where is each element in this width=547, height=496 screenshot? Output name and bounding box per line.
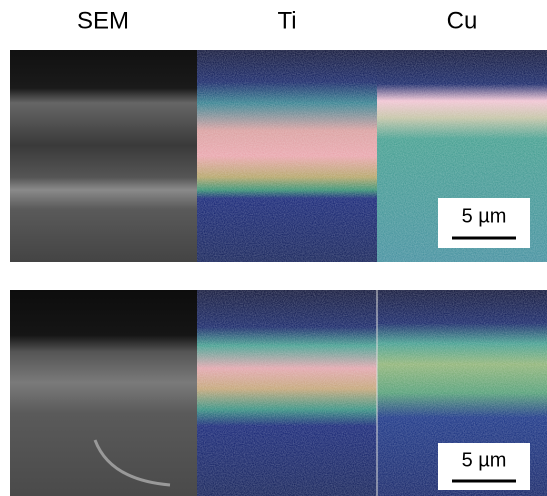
column-header: Ti bbox=[277, 7, 296, 34]
scale-bar-box bbox=[438, 198, 530, 248]
column-header: Cu bbox=[447, 7, 478, 34]
sem-image bbox=[10, 290, 197, 496]
sem-image bbox=[10, 50, 197, 262]
scale-bar-label: 5 µm bbox=[462, 449, 507, 471]
sem-feature bbox=[93, 439, 171, 487]
scale-bar-label: 5 µm bbox=[462, 205, 507, 227]
panel-row: 5 µm bbox=[10, 50, 547, 262]
panel-row: 5 µm bbox=[10, 290, 547, 496]
column-header: SEM bbox=[77, 7, 129, 34]
